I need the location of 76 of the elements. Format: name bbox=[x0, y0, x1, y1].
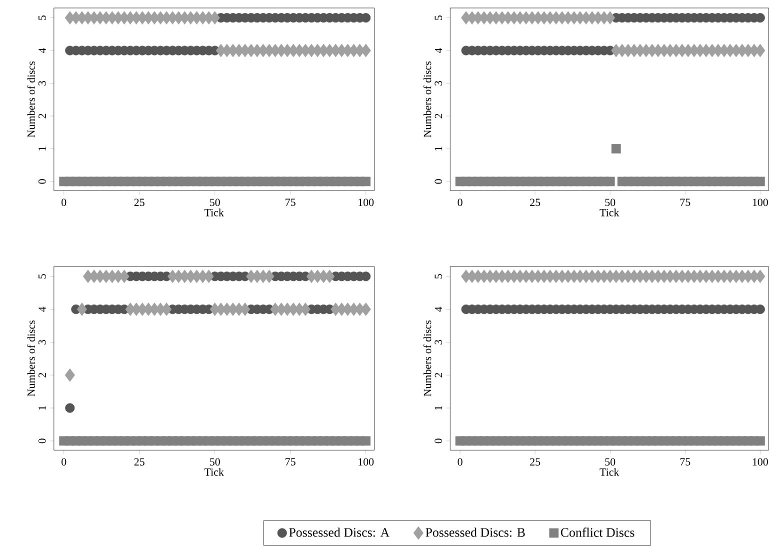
x-tick-label: 25 bbox=[134, 458, 144, 466]
x-tick-label: 25 bbox=[530, 198, 540, 206]
x-tick-label: 50 bbox=[605, 198, 616, 206]
point bbox=[755, 270, 766, 284]
point bbox=[65, 403, 75, 413]
x-axis-title: Tick bbox=[204, 468, 224, 476]
point bbox=[76, 302, 88, 316]
x-tick-label: 25 bbox=[530, 458, 540, 466]
point bbox=[361, 272, 371, 282]
y-tick-label: 3 bbox=[434, 340, 442, 344]
y-axis-title: Numbers of discs bbox=[27, 61, 35, 138]
y-axis-title: Numbers of discs bbox=[423, 320, 432, 396]
x-tick-label: 100 bbox=[752, 458, 768, 466]
x-tick-label: 0 bbox=[62, 458, 66, 466]
y-tick-label: 4 bbox=[434, 48, 442, 54]
x-tick-label: 0 bbox=[62, 198, 66, 206]
y-tick-label: 1 bbox=[434, 146, 442, 151]
x-tick-label: 75 bbox=[286, 458, 296, 466]
x-tick-label: 50 bbox=[210, 198, 220, 206]
x-tick-label: 100 bbox=[752, 198, 768, 206]
y-tick-label: 3 bbox=[434, 80, 442, 86]
y-tick-label: 5 bbox=[434, 274, 442, 278]
point bbox=[210, 11, 220, 25]
x-tick-label: 0 bbox=[458, 198, 462, 206]
point bbox=[755, 436, 765, 446]
y-axis-title: Numbers of discs bbox=[27, 320, 35, 396]
point bbox=[360, 44, 371, 58]
point bbox=[361, 436, 371, 446]
x-tick-label: 50 bbox=[210, 458, 220, 466]
x-tick-label: 100 bbox=[358, 458, 374, 466]
x-axis-title: Tick bbox=[204, 208, 224, 216]
point bbox=[605, 11, 616, 25]
y-tick-label: 4 bbox=[38, 48, 46, 54]
point bbox=[360, 302, 371, 316]
point bbox=[119, 270, 130, 284]
legend-label: Possessed Discs: B bbox=[426, 528, 525, 537]
y-tick-label: 0 bbox=[38, 438, 46, 444]
point bbox=[755, 176, 765, 186]
point bbox=[611, 144, 621, 154]
x-tick-label: 50 bbox=[605, 458, 616, 466]
point bbox=[264, 270, 274, 284]
y-tick-label: 3 bbox=[38, 340, 46, 344]
x-tick-label: 75 bbox=[680, 198, 690, 206]
y-tick-label: 4 bbox=[38, 306, 46, 312]
y-tick-label: 5 bbox=[38, 16, 46, 20]
point bbox=[605, 176, 615, 186]
point bbox=[64, 368, 75, 382]
y-tick-label: 1 bbox=[38, 146, 46, 151]
y-tick-label: 2 bbox=[434, 372, 442, 378]
y-tick-label: 0 bbox=[38, 179, 46, 184]
y-tick-label: 5 bbox=[434, 16, 442, 20]
x-tick-label: 75 bbox=[286, 198, 296, 206]
y-tick-label: 1 bbox=[38, 406, 46, 410]
x-axis-title: Tick bbox=[600, 208, 620, 216]
y-tick-label: 0 bbox=[434, 179, 442, 184]
y-axis-title: Numbers of discs bbox=[423, 61, 432, 138]
x-axis-title: Tick bbox=[600, 468, 620, 476]
point bbox=[361, 13, 371, 23]
y-tick-label: 5 bbox=[38, 274, 46, 278]
point bbox=[204, 270, 214, 284]
x-tick-label: 75 bbox=[680, 458, 690, 466]
x-tick-label: 100 bbox=[358, 198, 374, 206]
y-tick-label: 2 bbox=[434, 114, 442, 118]
y-tick-label: 0 bbox=[434, 438, 442, 444]
x-tick-label: 0 bbox=[458, 458, 462, 466]
y-tick-label: 4 bbox=[434, 306, 442, 312]
y-tick-label: 2 bbox=[38, 372, 46, 378]
point bbox=[361, 176, 371, 186]
legend-label: Possessed Discs: A bbox=[289, 528, 390, 537]
point bbox=[755, 44, 766, 58]
y-tick-label: 2 bbox=[38, 114, 46, 118]
point bbox=[324, 270, 335, 284]
x-tick-label: 25 bbox=[134, 198, 144, 206]
y-tick-label: 1 bbox=[434, 406, 442, 410]
legend-label: Conflict Discs bbox=[560, 528, 634, 537]
y-tick-label: 3 bbox=[38, 80, 46, 86]
